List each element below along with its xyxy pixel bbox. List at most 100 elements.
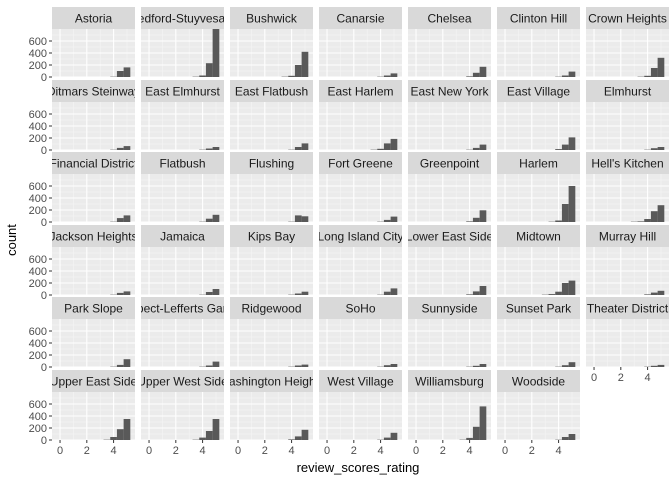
histogram-bar: [561, 144, 569, 150]
facet-bars: [110, 359, 131, 367]
facet-strip: [408, 152, 491, 174]
histogram-bar: [479, 364, 487, 367]
y-tick-label: 200: [29, 205, 47, 217]
histogram-bar: [561, 437, 569, 440]
histogram-bar: [383, 219, 391, 222]
facet-strip: [586, 297, 669, 319]
facet-woodside: Woodside 0 2 4: [497, 370, 580, 457]
facet-bars: [199, 214, 220, 222]
x-tick-label: 0: [591, 372, 597, 384]
facet-strip: [497, 297, 580, 319]
facet-bushwick: Bushwick: [230, 7, 313, 78]
facet-strip: [141, 297, 224, 319]
y-tick-label: 600: [29, 109, 47, 121]
histogram-bar: [472, 147, 480, 150]
histogram-bar: [390, 138, 398, 150]
histogram-bar: [390, 364, 398, 367]
facet-bars: [644, 147, 665, 150]
facet-lower-east-side: Lower East Side: [408, 225, 491, 296]
histogram-bar: [657, 290, 665, 295]
facet-strip-label: Williamsburg: [415, 375, 484, 389]
y-tick-label: 600: [29, 254, 47, 266]
x-tick-label: 4: [200, 445, 206, 457]
y-tick-label: 0: [41, 217, 47, 229]
facet-bars: [110, 67, 131, 77]
facet-crown-heights: Crown Heights: [586, 7, 669, 78]
histogram-bar: [568, 137, 576, 150]
facet-strip-label: Clinton Hill: [510, 12, 567, 26]
facet-strip: [586, 7, 669, 29]
facet-strip: [586, 152, 669, 174]
histogram-bar: [479, 286, 487, 295]
facet-sunnyside: Sunnyside: [408, 297, 491, 368]
facet-east-new-york: East New York: [408, 80, 491, 151]
facet-bars: [644, 364, 665, 367]
histogram-bar: [205, 218, 213, 222]
y-tick-label: 200: [29, 278, 47, 290]
histogram-bar: [390, 432, 398, 440]
x-tick-label: 2: [529, 445, 535, 457]
histogram-bar: [212, 147, 220, 150]
facet-strip: [586, 225, 669, 247]
histogram-bar: [650, 365, 658, 367]
facet-bars: [555, 71, 576, 77]
facet-strip-label: Washington Heights: [218, 375, 325, 389]
histogram-bar: [479, 406, 487, 440]
histogram-bar: [301, 143, 309, 150]
facet-bars: [630, 205, 665, 222]
facet-canarsie: Canarsie: [319, 7, 402, 78]
facet-strip-label: East Elmhurst: [145, 85, 220, 99]
y-tick-label: 600: [29, 326, 47, 338]
histogram-bar: [466, 294, 473, 295]
histogram-bar: [644, 219, 651, 222]
histogram-bar: [555, 291, 562, 295]
histogram-bar: [561, 204, 569, 222]
facet-strip: [230, 225, 313, 247]
histogram-bar: [479, 210, 487, 222]
facet-bedford-stuyvesant: Bedford-Stuyvesant: [130, 7, 236, 78]
histogram-bar: [294, 436, 302, 440]
facet-bars: [377, 73, 398, 77]
histogram-bar: [568, 186, 576, 222]
facet-bars: [281, 51, 309, 77]
facet-strip-label: Bedford-Stuyvesant: [130, 12, 236, 26]
facet-strip: [52, 152, 135, 174]
histogram-bar: [650, 148, 658, 150]
facet-strip-label: Sunnyside: [421, 302, 477, 316]
histogram-bar: [301, 429, 309, 440]
facet-strip: [408, 370, 491, 392]
x-tick-label: 4: [645, 372, 651, 384]
facet-strip: [319, 152, 402, 174]
facet-strip-label: Theater District: [587, 302, 669, 316]
facet-strip: [52, 7, 135, 29]
histogram-bar: [116, 218, 124, 222]
histogram-bar: [123, 359, 131, 367]
histogram-bar: [205, 431, 213, 440]
facet-strip: [497, 7, 580, 29]
y-tick-label: 400: [29, 338, 47, 350]
histogram-bar: [294, 147, 302, 150]
histogram-bar: [199, 75, 206, 77]
histogram-bar: [212, 419, 220, 440]
facet-east-village: East Village: [497, 80, 580, 151]
facet-hell-s-kitchen: Hell's Kitchen: [586, 152, 669, 223]
histogram-bar: [116, 429, 124, 440]
y-tick-label: 600: [29, 399, 47, 411]
facet-elmhurst: Elmhurst: [586, 80, 669, 151]
histogram-bar: [383, 365, 391, 367]
histogram-bar: [657, 57, 665, 77]
x-tick-label: 0: [502, 445, 508, 457]
facet-strip-label: Crown Heights: [588, 12, 667, 26]
histogram-bar: [637, 221, 645, 222]
histogram-bar: [657, 147, 665, 150]
facet-bars: [466, 66, 487, 77]
facet-strip: [319, 7, 402, 29]
histogram-bar: [472, 365, 480, 367]
histogram-bar: [568, 280, 576, 295]
facet-strip: [141, 80, 224, 102]
facet-bars: [199, 361, 220, 367]
facet-west-village: West Village 0 2 4: [319, 370, 402, 457]
facet-strip-label: Jamaica: [160, 230, 205, 244]
